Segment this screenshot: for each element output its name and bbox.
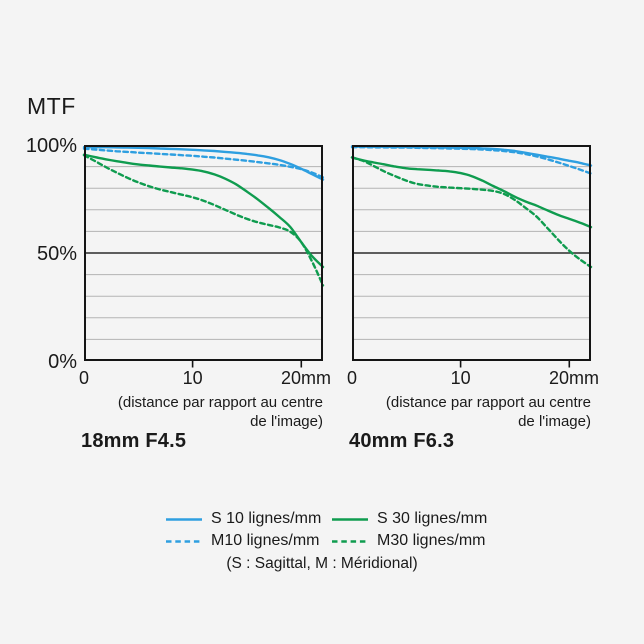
legend-item-m10: M10 lignes/mm — [165, 532, 319, 550]
legend-item-m30: M30 lignes/mm — [331, 532, 485, 550]
lens-title-40mm: 40mm F6.3 — [349, 430, 455, 452]
mtf-chart-18mm — [82, 145, 325, 368]
legend-swatch-s10-solid-line — [166, 517, 202, 521]
x-tick-label: 0 — [78, 368, 90, 388]
caption-line: de l'image) — [250, 412, 323, 430]
legend-item-s10: S 10 lignes/mm — [165, 510, 321, 528]
legend-label: S 10 lignes/mm — [211, 510, 322, 527]
x-axis-caption-right: (distance par rapport au centre de l'ima… — [332, 394, 591, 431]
caption-line: (distance par rapport au centre — [117, 394, 323, 411]
x-axis-labels-left: 0 10 20mm — [79, 368, 331, 392]
x-axis-caption-left: (distance par rapport au centre de l'ima… — [64, 394, 323, 431]
legend-swatch-m30-dashed-line — [332, 539, 368, 543]
x-axis-labels-right: 0 10 20mm — [347, 368, 599, 392]
x-tick-label: 10 — [182, 368, 203, 388]
y-tick-label-0: 0% — [48, 351, 77, 373]
mtf-chart-40mm — [350, 145, 593, 368]
legend-label: M10 lignes/mm — [211, 532, 320, 549]
legend-label: M30 lignes/mm — [377, 532, 486, 549]
lens-title-18mm: 18mm F4.5 — [81, 430, 187, 452]
x-tick-label: 20mm — [280, 368, 331, 388]
caption-line: (distance par rapport au centre — [385, 394, 591, 411]
legend-swatch-s30-solid-line — [332, 517, 368, 521]
legend-swatch-m10-dashed-line — [166, 539, 202, 543]
x-tick-label: 10 — [450, 368, 471, 388]
y-tick-label-50: 50% — [36, 243, 77, 265]
legend-note: (S : Sagittal, M : Méridional) — [226, 555, 418, 572]
x-tick-label: 0 — [346, 368, 358, 388]
caption-line: de l'image) — [518, 412, 591, 430]
mtf-axis-title: MTF — [27, 93, 76, 119]
x-tick-label: 20mm — [548, 368, 599, 388]
y-tick-label-100: 100% — [25, 135, 77, 157]
legend-item-s30: S 30 lignes/mm — [331, 510, 487, 528]
legend-label: S 30 lignes/mm — [377, 510, 488, 527]
